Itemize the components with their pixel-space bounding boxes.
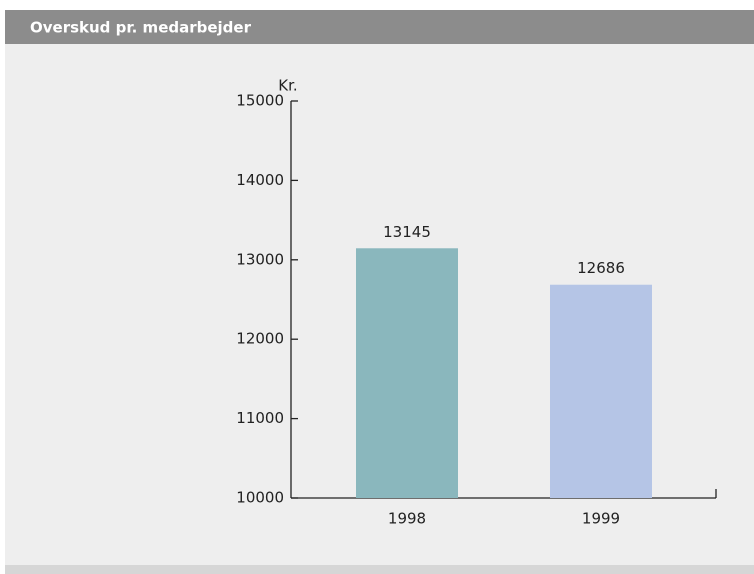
y-tick-label: 10000 (236, 489, 284, 507)
footer-bar (5, 565, 754, 574)
y-axis-label: Kr. (278, 77, 297, 95)
value-label: 12686 (577, 259, 625, 277)
y-tick-label: 12000 (236, 330, 284, 348)
y-tick-label: 14000 (236, 171, 284, 189)
header-bar (5, 10, 754, 44)
bar (356, 248, 458, 498)
y-tick-label: 11000 (236, 409, 284, 427)
x-tick-label: 1998 (388, 510, 426, 528)
chart-title: Overskud pr. medarbejder (30, 19, 252, 37)
y-tick-label: 13000 (236, 250, 284, 268)
x-tick-label: 1999 (582, 510, 620, 528)
y-tick-label: 15000 (236, 92, 284, 110)
bar (550, 284, 652, 498)
value-label: 13145 (383, 223, 431, 241)
